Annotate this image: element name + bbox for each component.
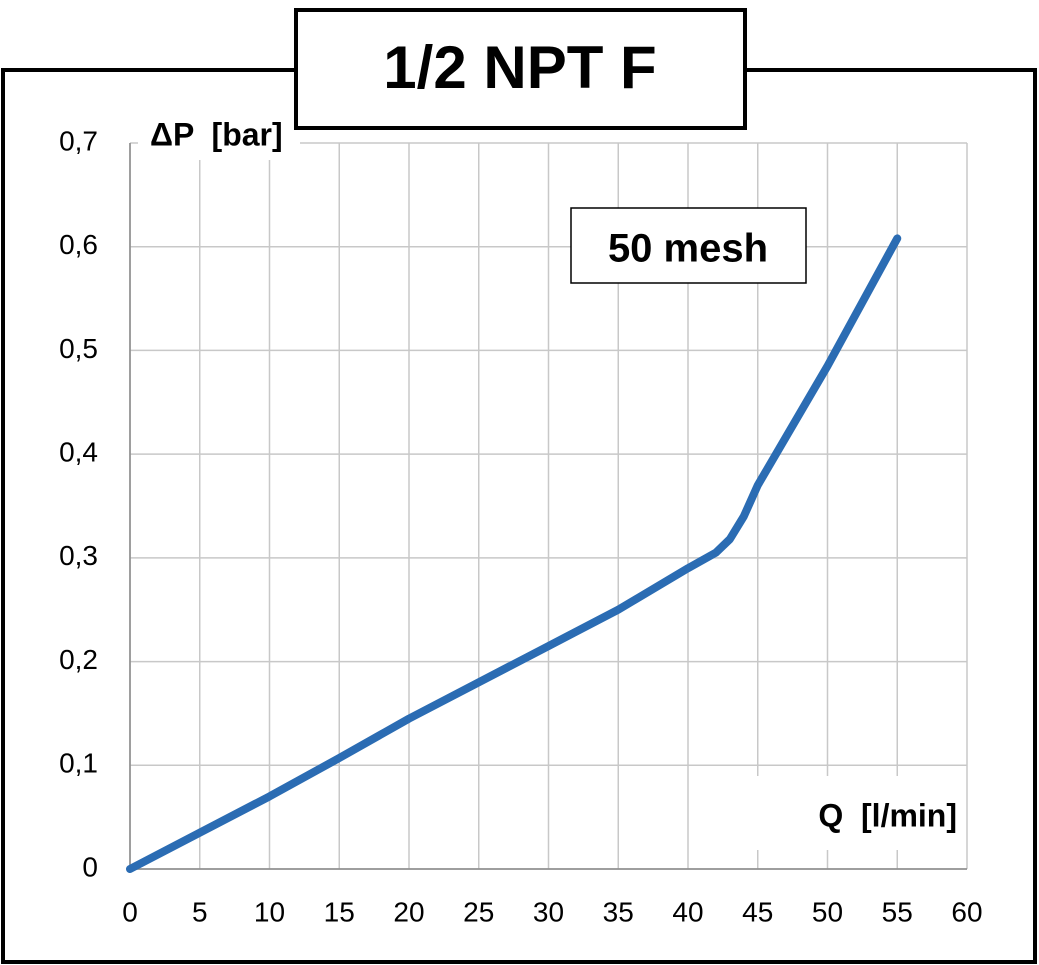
y-tick-label: 0,4: [59, 437, 98, 468]
x-label-bg: [757, 776, 965, 850]
y-tick-label: 0,3: [59, 540, 98, 571]
grid: [129, 142, 968, 870]
y-tick-label: 0: [82, 851, 98, 882]
x-tick-label: 0: [122, 896, 138, 927]
y-tick-label: 0,7: [59, 125, 98, 156]
annotation-box: [570, 207, 807, 284]
x-tick-label: 50: [812, 896, 843, 927]
x-tick-label: 35: [603, 896, 634, 927]
x-tick-label: 25: [463, 896, 494, 927]
title-box: [294, 8, 747, 130]
x-tick-label: 45: [742, 896, 773, 927]
x-tick-label: 5: [192, 896, 208, 927]
lines: [126, 234, 902, 873]
x-tick-label: 10: [254, 896, 285, 927]
x-axis-label: Q [l/min]: [818, 797, 957, 833]
x-tick-label: 30: [533, 896, 564, 927]
x-tick-label: 55: [882, 896, 913, 927]
x-tick-label: 60: [951, 896, 982, 927]
y-tick-label: 0,5: [59, 333, 98, 364]
x-tick-label: 20: [393, 896, 424, 927]
y-tick-label: 0,6: [59, 229, 98, 260]
data-line: [126, 234, 902, 873]
y-label-bg: [138, 112, 300, 160]
y-tick-label: 0,2: [59, 644, 98, 675]
y-axis-label: ΔP [bar]: [150, 116, 283, 152]
x-tick-label: 40: [672, 896, 703, 927]
y-tick-label: 0,1: [59, 748, 98, 779]
annotation: 50 mesh: [608, 227, 768, 271]
x-tick-label: 15: [324, 896, 355, 927]
chart-title: 1/2 NPT F: [383, 34, 656, 101]
